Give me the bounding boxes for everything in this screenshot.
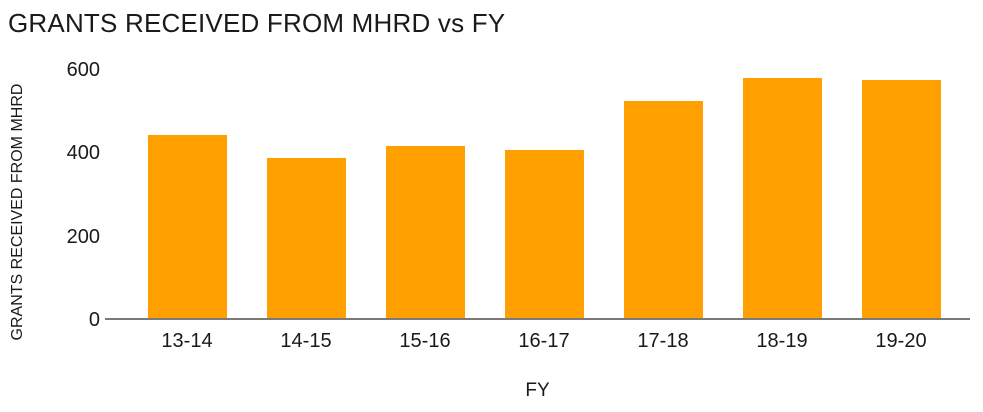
chart-title: GRANTS RECEIVED FROM MHRD vs FY [8, 8, 506, 38]
y-tick-label: 600 [66, 59, 100, 81]
x-tick-label: 13-14 [161, 330, 213, 352]
y-tick-label: 200 [66, 225, 100, 248]
bar-19-20 [861, 80, 941, 320]
x-tick-label: 15-16 [399, 330, 451, 352]
x-axis-line [105, 318, 970, 320]
y-axis-title: GRANTS RECEIVED FROM MHRD [9, 83, 26, 341]
x-tick-label: 19-20 [875, 330, 927, 352]
bar-17-18 [623, 101, 703, 320]
x-axis-title: FY [525, 380, 550, 401]
x-tick-label: 17-18 [637, 330, 689, 352]
x-tick-label: 14-15 [280, 330, 332, 352]
bar-14-15 [266, 157, 346, 320]
bar-15-16 [385, 145, 465, 320]
bar-13-14 [147, 134, 227, 320]
bar-18-19 [742, 78, 822, 320]
y-tick-label: 400 [66, 142, 100, 165]
x-tick-label: 16-17 [518, 330, 570, 352]
x-tick-label: 18-19 [756, 330, 808, 352]
bar-16-17 [504, 150, 584, 320]
y-tick-label: 0 [88, 309, 100, 331]
